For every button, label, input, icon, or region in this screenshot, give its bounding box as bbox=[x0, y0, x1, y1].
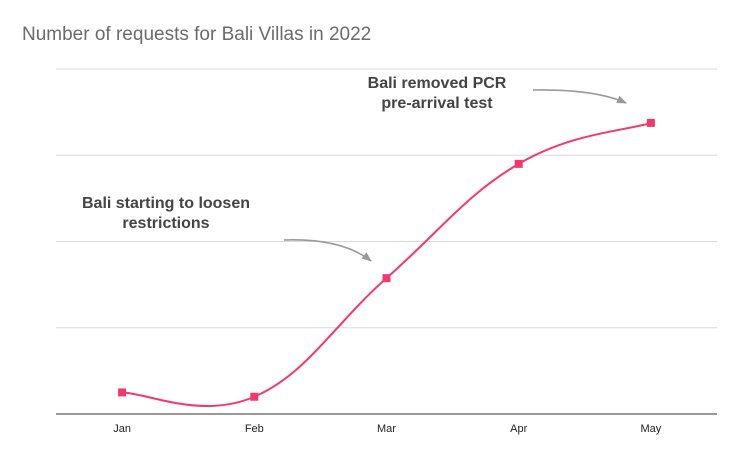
x-tick-label: May bbox=[641, 423, 662, 435]
annotation-pcr-line-1: Bali removed PCR bbox=[368, 75, 507, 92]
svg-text:Bali starting to loosen: Bali starting to loosen bbox=[82, 195, 250, 212]
x-tick-label: Mar bbox=[377, 423, 396, 435]
annotation-pcr-line-2: pre-arrival test bbox=[381, 95, 493, 112]
chart-title: Number of requests for Bali Villas in 20… bbox=[22, 24, 372, 45]
data-point bbox=[382, 274, 391, 283]
annotation-pcr-arrow bbox=[532, 89, 627, 104]
data-point bbox=[646, 118, 655, 127]
svg-text:restrictions: restrictions bbox=[122, 215, 209, 232]
data-points bbox=[118, 118, 655, 401]
x-tick-label: Jan bbox=[113, 423, 131, 435]
annotation-loosen-line-1: Bali starting to loosen bbox=[82, 195, 250, 212]
x-tick-label: Apr bbox=[510, 423, 527, 435]
annotation-loosen-arrow bbox=[283, 239, 372, 262]
annotation-loosen: Bali starting to loosen restrictions bbox=[82, 195, 372, 262]
gridlines bbox=[56, 68, 717, 329]
x-tick-labels: Jan Feb Mar Apr May bbox=[113, 423, 662, 435]
series-line bbox=[122, 121, 652, 407]
data-point bbox=[250, 392, 259, 401]
data-point bbox=[118, 388, 127, 397]
annotation-pcr: Bali removed PCR pre-arrival test bbox=[368, 75, 627, 112]
svg-text:pre-arrival test: pre-arrival test bbox=[381, 95, 493, 112]
x-tick-label: Feb bbox=[245, 423, 264, 435]
svg-text:Bali removed PCR: Bali removed PCR bbox=[368, 75, 507, 92]
data-point bbox=[514, 159, 523, 168]
annotation-loosen-line-2: restrictions bbox=[122, 215, 209, 232]
